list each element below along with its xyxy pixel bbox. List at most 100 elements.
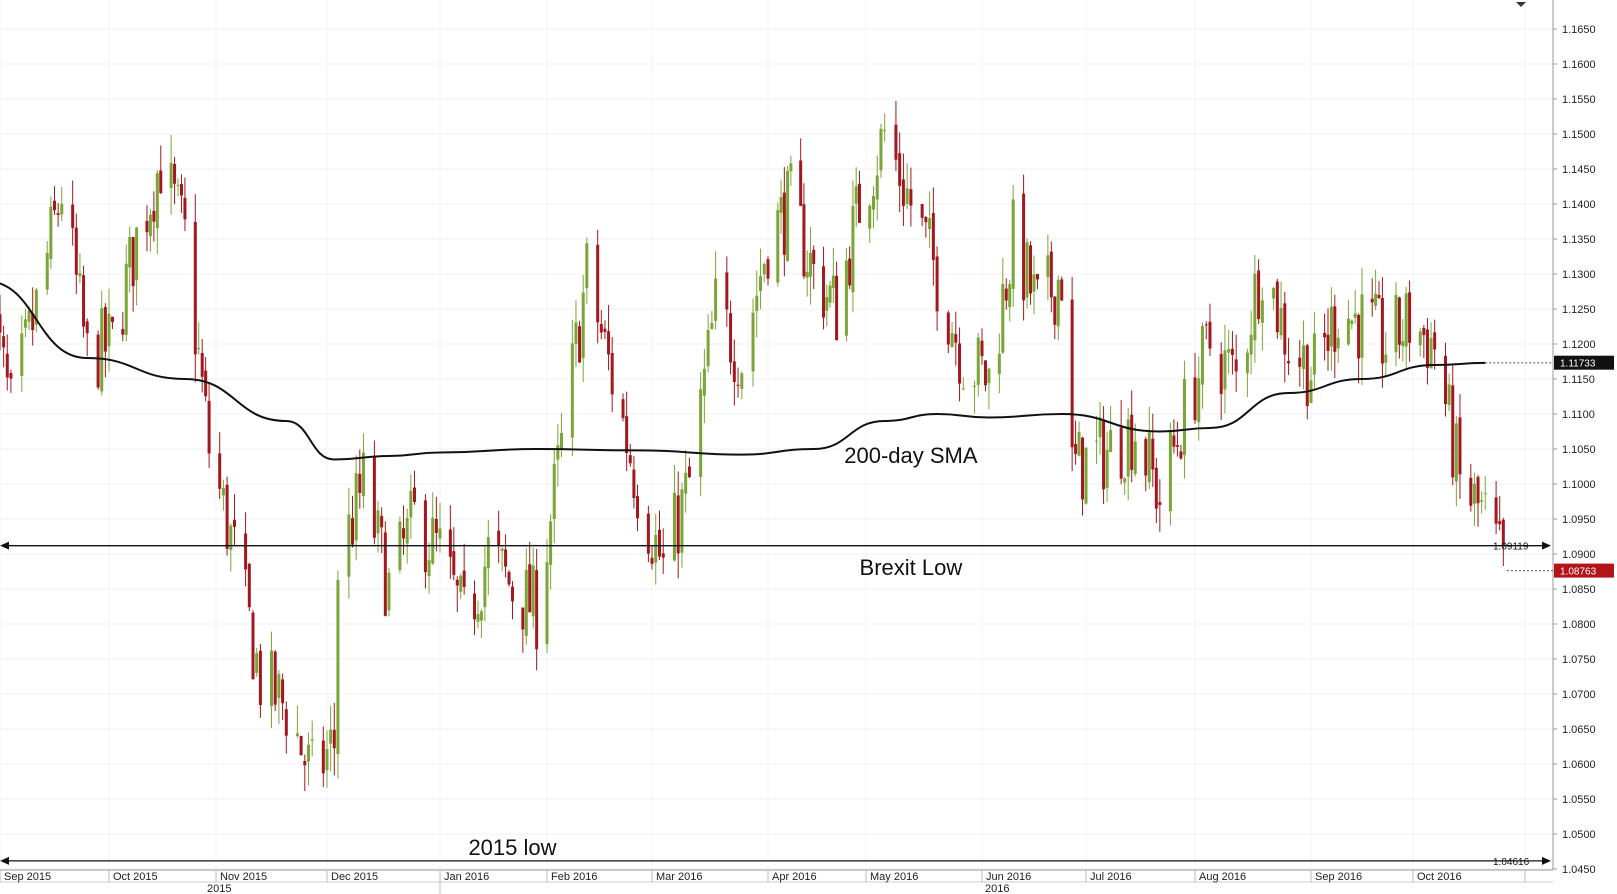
candle-body [1350, 320, 1354, 325]
candle-body [1305, 345, 1309, 406]
candle-body [270, 650, 273, 707]
candle-body [145, 220, 149, 233]
brexit-low-right-arrow-icon [1542, 541, 1551, 550]
candle-body [1370, 298, 1374, 303]
candle-body [78, 273, 82, 277]
candle-body [983, 360, 987, 386]
candle-body [805, 271, 809, 278]
candle-body [779, 197, 783, 213]
candle-body [351, 518, 355, 545]
candle-body [607, 331, 611, 355]
candle-body [854, 186, 858, 204]
candle-body [27, 310, 31, 322]
x-month-label: Oct 2015 [113, 871, 158, 883]
candle-body [1454, 423, 1458, 482]
candle-body [131, 237, 135, 287]
candle-body [762, 264, 766, 275]
candle-body [1472, 483, 1476, 504]
candle-body [789, 163, 793, 172]
candle-body [621, 399, 625, 419]
candle-body [1029, 245, 1033, 294]
candle-body [299, 735, 303, 756]
candle-body [1249, 334, 1253, 355]
candle-body [585, 243, 589, 289]
candle-body [1001, 283, 1005, 353]
candle-body [1312, 333, 1316, 375]
candle-body [244, 533, 248, 570]
candle-body [218, 453, 222, 489]
y-tick-label: 1.0550 [1562, 794, 1596, 806]
horizontal-lines: 1.09119 1.04616 [0, 541, 1551, 868]
candle-body [1272, 287, 1276, 299]
candle-body [1429, 338, 1433, 369]
candle-body [1227, 349, 1231, 353]
candle-body [1451, 385, 1455, 478]
candle-body [380, 515, 384, 528]
candle-body [405, 517, 409, 544]
candle-body [1480, 500, 1484, 502]
menu-chevron-down-icon[interactable] [1516, 2, 1526, 7]
candle-body [766, 259, 770, 279]
candle-body [559, 432, 563, 449]
candle-body [473, 593, 477, 620]
candle-body [808, 252, 812, 277]
y-tick-label: 1.1400 [1562, 199, 1596, 211]
y-tick-label: 1.1250 [1562, 304, 1596, 316]
candle-body [45, 252, 49, 290]
candle-body [1123, 478, 1127, 483]
candle-body [434, 519, 438, 533]
candle-body [258, 650, 262, 706]
candle-body [632, 469, 636, 498]
candle-body [504, 549, 508, 567]
candle-body [1008, 284, 1012, 308]
candle-body [980, 340, 984, 357]
candle-body [1049, 251, 1053, 298]
candle-body [307, 744, 310, 762]
candle-body [610, 353, 614, 395]
candle-body [1230, 348, 1234, 355]
candle-body [1200, 326, 1204, 385]
candle-body [958, 343, 962, 384]
y-tick-label: 1.1000 [1562, 479, 1596, 491]
candle-body [755, 295, 759, 311]
candle-body [828, 285, 832, 303]
candle-body [676, 495, 680, 554]
candle-body [23, 319, 27, 328]
candle-body [1077, 432, 1081, 456]
candle-body [383, 532, 387, 616]
candle-body [152, 210, 156, 222]
candle-body [935, 256, 939, 312]
candle-body [740, 373, 744, 389]
candle-body [303, 760, 307, 766]
candle-body [603, 328, 607, 332]
candle-body [946, 312, 950, 345]
candle-body [1219, 354, 1223, 394]
candle-body [1004, 288, 1008, 301]
candle-body [844, 260, 848, 336]
candle-body [654, 534, 658, 563]
candle-body [1175, 445, 1179, 447]
candle-body [20, 333, 24, 376]
candle-body [431, 517, 435, 564]
y-tick-label: 1.1100 [1562, 409, 1595, 421]
candle-body [976, 337, 980, 385]
candle-body [1357, 314, 1361, 359]
candle-body [812, 249, 816, 265]
candle-body [799, 160, 803, 206]
candle-body [225, 484, 229, 549]
y-tick-label: 1.0800 [1562, 619, 1596, 631]
candle-body [1204, 324, 1208, 326]
candle-body [462, 570, 466, 587]
candle-body [1060, 279, 1064, 301]
candle-body [412, 487, 416, 502]
x-month-label: Jun 2016 [986, 871, 1031, 883]
candle-body [898, 153, 902, 186]
candle-body [871, 195, 875, 210]
candle-body [1346, 318, 1350, 345]
candle-body [82, 275, 86, 327]
candle-body [1360, 294, 1364, 358]
candle-body [85, 321, 89, 334]
y-tick-label: 1.1500 [1562, 129, 1596, 141]
candle-body [1046, 255, 1050, 278]
